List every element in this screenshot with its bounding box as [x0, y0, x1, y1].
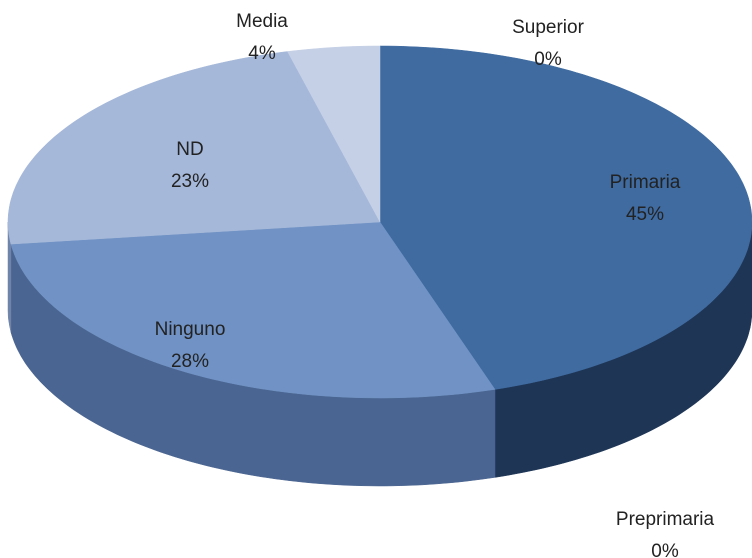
- value-label: 0%: [651, 541, 679, 558]
- category-label: Preprimaria: [616, 509, 715, 530]
- value-label: 45%: [626, 204, 664, 225]
- value-label: 0%: [534, 49, 562, 70]
- category-label: Ninguno: [155, 319, 226, 340]
- category-label: Primaria: [610, 172, 681, 193]
- pie-slice: [379, 45, 752, 390]
- value-label: 4%: [248, 43, 276, 64]
- value-label: 28%: [171, 351, 209, 372]
- category-label: Superior: [512, 17, 584, 38]
- pie-slice: [287, 45, 381, 223]
- category-label: ND: [176, 139, 203, 160]
- category-label: Media: [236, 11, 288, 32]
- pie-slice: [7, 51, 381, 245]
- value-label: 23%: [171, 171, 209, 192]
- pie-slice: [10, 221, 496, 399]
